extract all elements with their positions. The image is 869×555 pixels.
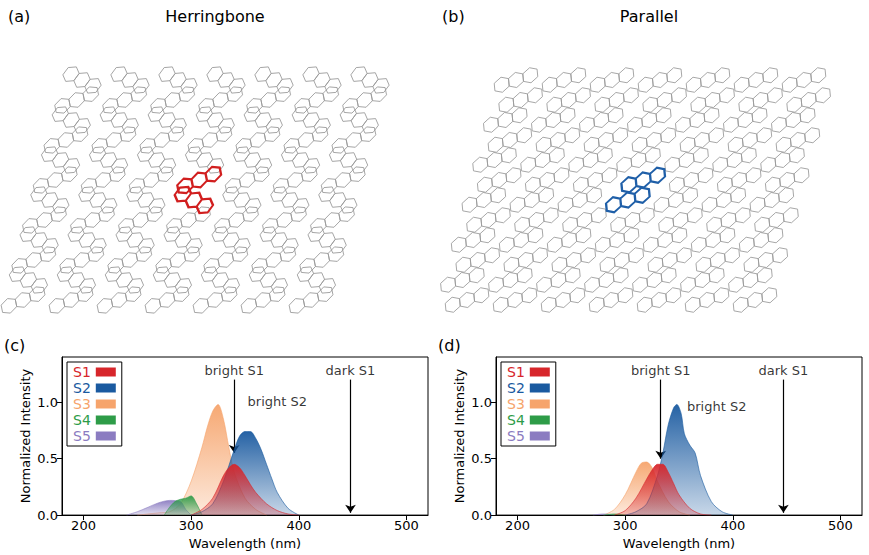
svg-text:Wavelength (nm): Wavelength (nm) <box>623 536 735 551</box>
svg-text:(b): (b) <box>442 7 465 26</box>
svg-text:Herringbone: Herringbone <box>165 7 264 26</box>
svg-text:200: 200 <box>71 518 96 533</box>
svg-text:dark S1: dark S1 <box>759 363 809 378</box>
svg-text:400: 400 <box>286 518 311 533</box>
svg-text:dark S1: dark S1 <box>326 363 376 378</box>
svg-text:(a): (a) <box>8 7 30 26</box>
svg-text:bright S1: bright S1 <box>631 363 690 378</box>
svg-text:1.0: 1.0 <box>37 395 58 410</box>
svg-text:0.0: 0.0 <box>37 508 58 523</box>
svg-text:bright S2: bright S2 <box>248 394 307 409</box>
svg-text:S1: S1 <box>73 364 91 380</box>
svg-text:S3: S3 <box>73 396 91 412</box>
svg-text:(c): (c) <box>4 336 25 355</box>
svg-text:S1: S1 <box>507 364 525 380</box>
svg-text:400: 400 <box>720 518 745 533</box>
svg-text:300: 300 <box>613 518 638 533</box>
svg-text:Parallel: Parallel <box>620 7 678 26</box>
svg-text:S4: S4 <box>73 412 91 428</box>
svg-text:S2: S2 <box>507 380 525 396</box>
svg-text:500: 500 <box>394 518 419 533</box>
svg-text:0.5: 0.5 <box>471 451 492 466</box>
svg-text:1.0: 1.0 <box>471 395 492 410</box>
svg-text:0.0: 0.0 <box>471 508 492 523</box>
svg-text:S4: S4 <box>507 412 525 428</box>
svg-text:bright S2: bright S2 <box>687 399 746 414</box>
svg-text:500: 500 <box>828 518 853 533</box>
svg-text:300: 300 <box>179 518 204 533</box>
svg-text:Wavelength (nm): Wavelength (nm) <box>189 536 301 551</box>
svg-text:bright S1: bright S1 <box>205 363 264 378</box>
svg-text:Normalized Intensity: Normalized Intensity <box>18 369 33 504</box>
svg-text:S3: S3 <box>507 396 525 412</box>
svg-text:S2: S2 <box>73 380 91 396</box>
svg-text:S5: S5 <box>73 428 91 444</box>
svg-text:0.5: 0.5 <box>37 451 58 466</box>
svg-text:(d): (d) <box>438 336 461 355</box>
svg-text:S5: S5 <box>507 428 525 444</box>
svg-text:Normalized Intensity: Normalized Intensity <box>452 369 467 504</box>
svg-text:200: 200 <box>505 518 530 533</box>
